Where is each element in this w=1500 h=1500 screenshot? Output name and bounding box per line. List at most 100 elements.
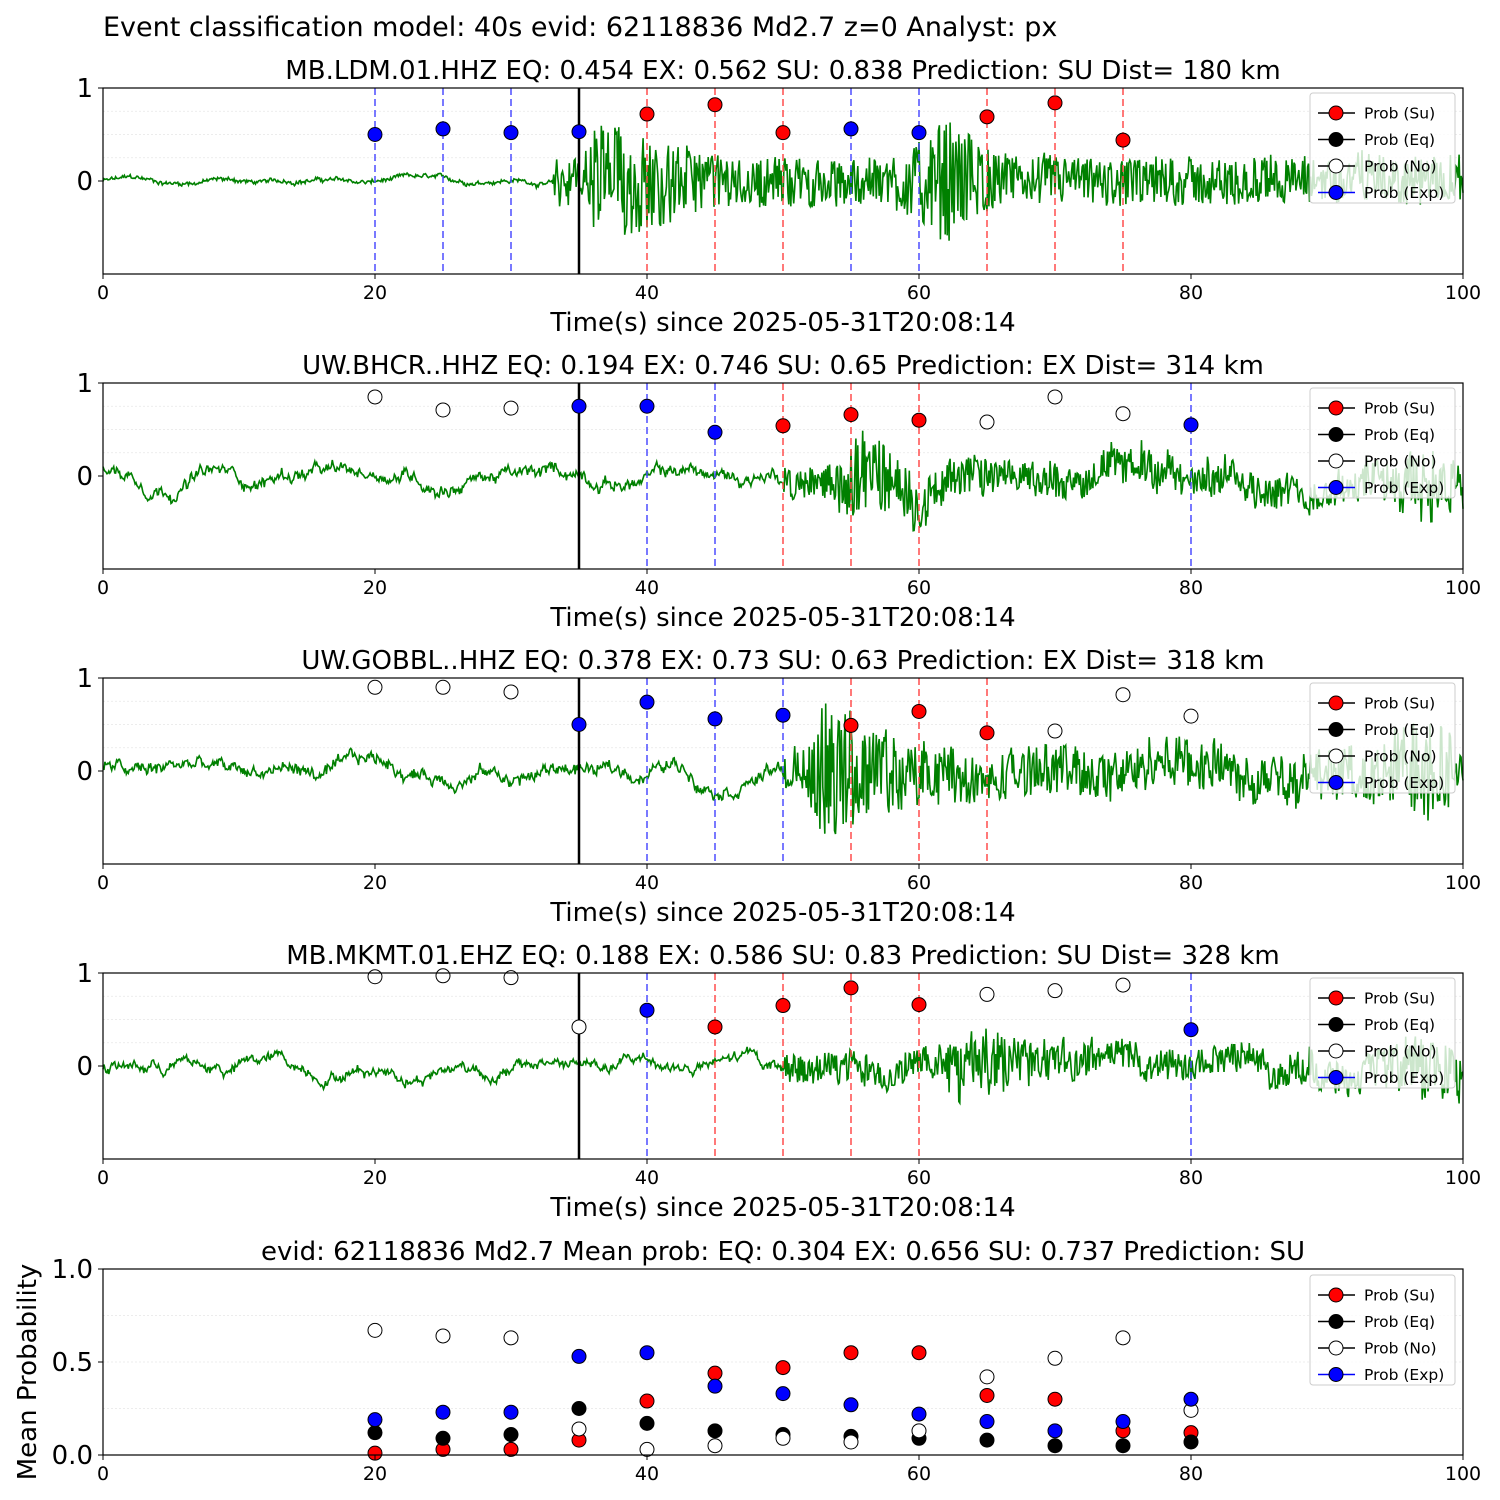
prob-point-no: [503, 400, 519, 416]
mean-point-eq: [1115, 1438, 1131, 1454]
prob-point-exp: [911, 125, 927, 141]
waveform-trace: [102, 703, 1464, 835]
prob-point-su: [911, 412, 927, 428]
legend-marker-exp: [1328, 185, 1344, 200]
x-tick-label: 80: [1179, 282, 1203, 304]
mean-point-no: [911, 1423, 927, 1439]
legend-marker-su: [1328, 990, 1344, 1006]
prob-point-su: [1115, 132, 1131, 148]
prob-point-no: [1047, 723, 1063, 739]
mean-point-exp: [1115, 1414, 1131, 1430]
mean-point-eq: [979, 1432, 995, 1448]
mean-point-exp: [1183, 1391, 1199, 1407]
legend-marker-eq: [1328, 1314, 1344, 1329]
x-tick-label: 100: [1445, 872, 1481, 894]
x-tick-label: 60: [907, 577, 931, 599]
y-tick-label: 0: [76, 462, 93, 492]
legend-marker-su: [1328, 105, 1344, 121]
station-panel-4: MB.MKMT.01.EHZ EQ: 0.188 EX: 0.586 SU: 0…: [76, 941, 1481, 1223]
prob-point-su: [707, 1019, 723, 1035]
mean-point-exp: [435, 1404, 451, 1420]
legend-label-eq: Prob (Eq): [1364, 426, 1435, 444]
y-tick-label: 0: [76, 1052, 93, 1082]
mean-point-eq: [571, 1401, 587, 1416]
x-tick-label: 100: [1445, 1463, 1481, 1485]
mean-point-no: [639, 1441, 655, 1457]
x-tick-label: 60: [907, 282, 931, 304]
prob-point-no: [435, 968, 451, 984]
mean-point-exp: [367, 1412, 383, 1428]
prob-point-su: [911, 997, 927, 1013]
prob-point-no: [571, 1019, 587, 1035]
x-tick-label: 80: [1179, 872, 1203, 894]
y-tick-label: 0: [76, 167, 93, 197]
x-tick-label: 80: [1179, 577, 1203, 599]
prob-point-su: [843, 980, 859, 996]
x-tick-label: 40: [635, 1167, 659, 1189]
x-axis-label: Time(s) since 2025-05-31T20:08:14: [549, 603, 1015, 633]
y-tick-label: 0.5: [52, 1348, 93, 1378]
prob-point-su: [707, 97, 723, 113]
prob-point-su: [979, 109, 995, 125]
mean-point-su: [707, 1365, 723, 1381]
prob-point-no: [1047, 983, 1063, 999]
x-tick-label: 40: [635, 872, 659, 894]
y-tick-label: 1: [76, 369, 93, 399]
x-tick-label: 40: [635, 577, 659, 599]
mean-point-no: [435, 1328, 451, 1344]
y-tick-label: 1: [76, 959, 93, 989]
prob-point-su: [1047, 95, 1063, 111]
prob-point-exp: [571, 398, 587, 414]
mean-point-su: [639, 1393, 655, 1409]
y-tick-label: 1: [76, 74, 93, 104]
prob-point-su: [843, 407, 859, 423]
prob-point-exp: [775, 707, 791, 723]
mean-point-exp: [843, 1397, 859, 1413]
prob-point-su: [979, 725, 995, 741]
mean-point-no: [775, 1430, 791, 1446]
legend-label-no: Prob (No): [1364, 1340, 1437, 1358]
prob-point-exp: [843, 121, 859, 137]
panel-title: UW.BHCR..HHZ EQ: 0.194 EX: 0.746 SU: 0.6…: [302, 351, 1264, 381]
y-tick-label: 1: [76, 664, 93, 694]
legend-label-su: Prob (Su): [1364, 990, 1435, 1008]
mean-point-exp: [979, 1414, 995, 1430]
mean-point-exp: [707, 1378, 723, 1394]
y-tick-label: 0.0: [52, 1441, 93, 1471]
x-tick-label: 0: [97, 577, 109, 599]
prob-point-no: [503, 684, 519, 700]
legend-label-no: Prob (No): [1364, 748, 1437, 766]
legend-marker-su: [1328, 400, 1344, 416]
prob-point-exp: [639, 1002, 655, 1018]
mean-point-exp: [775, 1386, 791, 1402]
mean-point-no: [571, 1421, 587, 1437]
prob-point-exp: [367, 127, 383, 142]
x-tick-label: 80: [1179, 1463, 1203, 1485]
mean-point-no: [843, 1434, 859, 1450]
station-panel-3: UW.GOBBL..HHZ EQ: 0.378 EX: 0.73 SU: 0.6…: [76, 646, 1481, 928]
x-tick-label: 100: [1445, 1167, 1481, 1189]
prob-point-no: [1115, 977, 1131, 993]
panel-title: UW.GOBBL..HHZ EQ: 0.378 EX: 0.73 SU: 0.6…: [301, 646, 1264, 676]
waveform-trace: [102, 1028, 1464, 1106]
legend-label-exp: Prob (Exp): [1364, 1366, 1444, 1384]
legend-label-eq: Prob (Eq): [1364, 1016, 1435, 1034]
legend-label-su: Prob (Su): [1364, 105, 1435, 123]
legend-marker-no: [1328, 1043, 1344, 1059]
legend-label-su: Prob (Su): [1364, 400, 1435, 418]
legend-box: [1309, 92, 1456, 204]
x-tick-label: 100: [1445, 577, 1481, 599]
legend-label-eq: Prob (Eq): [1364, 131, 1435, 149]
prob-point-no: [367, 389, 383, 405]
legend-label-eq: Prob (Eq): [1364, 721, 1435, 739]
station-panel-2: UW.BHCR..HHZ EQ: 0.194 EX: 0.746 SU: 0.6…: [76, 351, 1481, 633]
prob-point-no: [435, 402, 451, 418]
mean-point-exp: [503, 1404, 519, 1420]
legend-marker-eq: [1328, 132, 1344, 147]
mean-probability-panel: evid: 62118836 Md2.7 Mean prob: EQ: 0.30…: [13, 1237, 1481, 1485]
mean-point-eq: [503, 1427, 519, 1443]
mean-point-no: [1115, 1330, 1131, 1346]
mean-point-exp: [639, 1345, 655, 1361]
mean-point-eq: [367, 1425, 383, 1441]
